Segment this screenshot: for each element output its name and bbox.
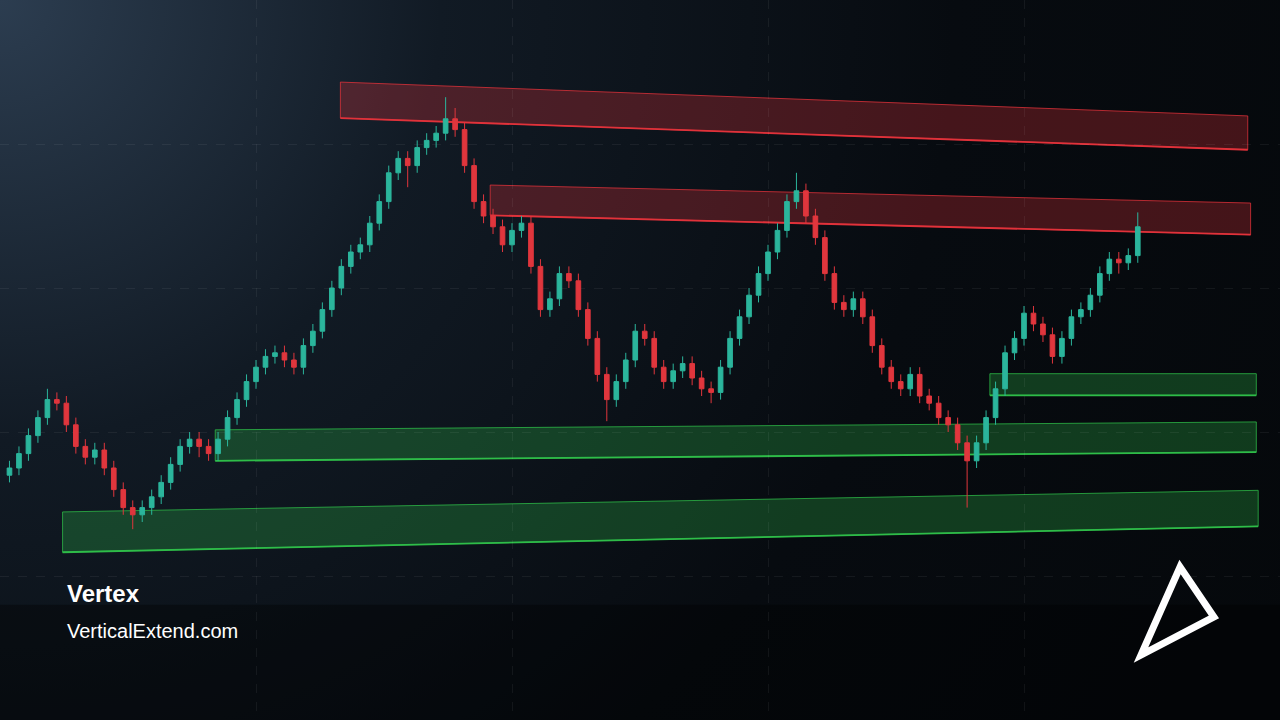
svg-text:Vertex: Vertex	[67, 580, 140, 607]
svg-text:VerticalExtend.com: VerticalExtend.com	[67, 620, 238, 642]
